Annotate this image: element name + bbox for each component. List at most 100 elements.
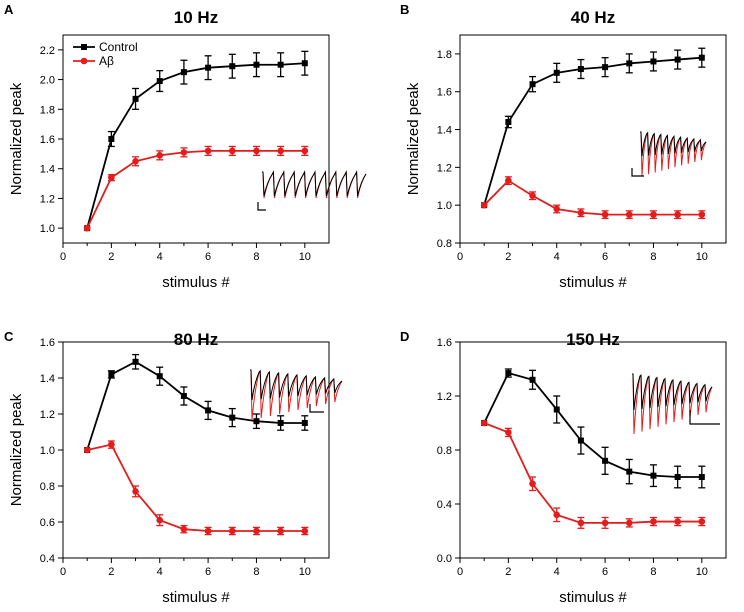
chart-title: 80 Hz	[174, 330, 218, 349]
inset-traces	[257, 170, 367, 211]
x-tick-label: 10	[696, 566, 708, 578]
data-point	[180, 393, 187, 399]
data-point	[228, 527, 236, 535]
inset-trace-abeta	[640, 131, 707, 177]
x-axis-label: stimulus #	[162, 589, 230, 606]
plot-frame	[459, 34, 727, 244]
series-line	[86, 443, 305, 532]
data-point	[529, 480, 536, 488]
series-abeta	[83, 145, 309, 232]
data-point	[253, 418, 260, 425]
inset-trace-control	[640, 131, 707, 157]
x-axis-label: stimulus #	[162, 274, 230, 291]
x-tick-label: 0	[60, 566, 66, 578]
chart-title: 10 Hz	[174, 8, 218, 27]
data-point	[553, 69, 560, 76]
data-point	[674, 518, 681, 525]
x-tick-label: 4	[554, 566, 560, 578]
series-abeta	[480, 419, 706, 529]
y-axis-label: Normalized peak	[8, 82, 25, 195]
legend-label: Control	[99, 40, 138, 54]
data-point	[505, 370, 512, 377]
inset-trace-control	[250, 369, 343, 401]
inset-traces	[631, 131, 707, 177]
inset-trace-control	[262, 170, 367, 197]
legend-label: Aβ	[99, 54, 114, 68]
y-tick-label: 1.0	[40, 223, 55, 235]
data-point	[228, 147, 236, 155]
x-tick-label: 2	[108, 566, 114, 578]
panel-d: D 150 Hz 0 2 4 6 8 10 0.0 0.4 0.8 1.2 1.6 stimulus #	[400, 329, 727, 606]
data-point	[277, 527, 284, 535]
data-point	[108, 441, 115, 448]
x-tick-label: 0	[457, 566, 463, 578]
x-tick-label: 2	[108, 251, 114, 263]
data-point	[204, 527, 212, 535]
y-tick-label: 0.4	[437, 499, 452, 511]
legend-marker	[81, 44, 87, 50]
data-point	[553, 406, 560, 413]
data-point	[529, 376, 536, 383]
y-tick-label: 1.0	[40, 445, 55, 457]
y-tick-label: 0.8	[40, 481, 55, 493]
x-tick-label: 4	[157, 251, 163, 263]
data-point	[698, 474, 705, 480]
y-tick-label: 1.2	[437, 391, 452, 403]
series-line	[483, 371, 702, 478]
series-line	[483, 179, 702, 216]
inset-trace-abeta	[250, 369, 343, 421]
x-tick-label: 2	[505, 566, 511, 578]
data-point	[625, 211, 633, 218]
data-point	[253, 147, 260, 155]
data-point	[626, 468, 633, 475]
y-tick-label: 1.8	[437, 49, 452, 61]
data-point	[698, 54, 705, 61]
scale-bar	[257, 202, 266, 211]
y-tick-label: 1.4	[437, 125, 452, 137]
inset-trace-control	[632, 373, 713, 411]
data-point	[626, 60, 633, 67]
data-point	[180, 525, 188, 533]
y-tick-label: 2.0	[40, 75, 55, 87]
data-point	[277, 61, 284, 68]
panel-letter: D	[400, 329, 409, 344]
data-point	[180, 149, 188, 156]
inset-traces	[250, 369, 343, 421]
y-axis-label: Normalized peak	[405, 82, 422, 195]
legend-marker	[80, 57, 88, 65]
series-control	[481, 368, 706, 489]
chart-title: 150 Hz	[566, 330, 620, 349]
y-tick-label: 1.6	[437, 337, 452, 349]
data-point	[132, 488, 139, 495]
data-point	[205, 64, 212, 71]
series-abeta	[480, 176, 706, 220]
data-point	[301, 420, 308, 426]
scale-bar	[309, 404, 324, 413]
x-tick-label: 2	[505, 251, 511, 263]
x-axis-label: stimulus #	[559, 589, 627, 606]
x-tick-label: 0	[457, 251, 463, 263]
x-tick-label: 6	[205, 566, 211, 578]
panel-a: A 10 Hz 0 2 4 6 8 10 1.0 1.2 1.4 1.6 1.8 2.0 2.2 stimul…	[4, 2, 367, 291]
data-point	[277, 420, 284, 426]
y-tick-label: 1.2	[40, 193, 55, 205]
x-tick-label: 6	[602, 251, 608, 263]
data-point	[480, 419, 488, 427]
data-point	[505, 429, 512, 436]
y-tick-label: 1.6	[437, 87, 452, 99]
data-point	[601, 211, 609, 218]
data-point	[577, 66, 584, 73]
y-tick-label: 2.2	[40, 45, 55, 57]
y-tick-label: 1.8	[40, 104, 55, 116]
x-tick-label: 8	[650, 251, 656, 263]
scale-bar	[631, 168, 644, 177]
data-point	[650, 58, 657, 65]
y-tick-label: 1.6	[40, 337, 55, 349]
data-point	[132, 358, 139, 365]
inset-traces	[632, 373, 720, 435]
series-line	[86, 360, 305, 451]
data-point	[529, 81, 536, 88]
data-point	[577, 519, 585, 527]
x-tick-label: 10	[299, 251, 311, 263]
